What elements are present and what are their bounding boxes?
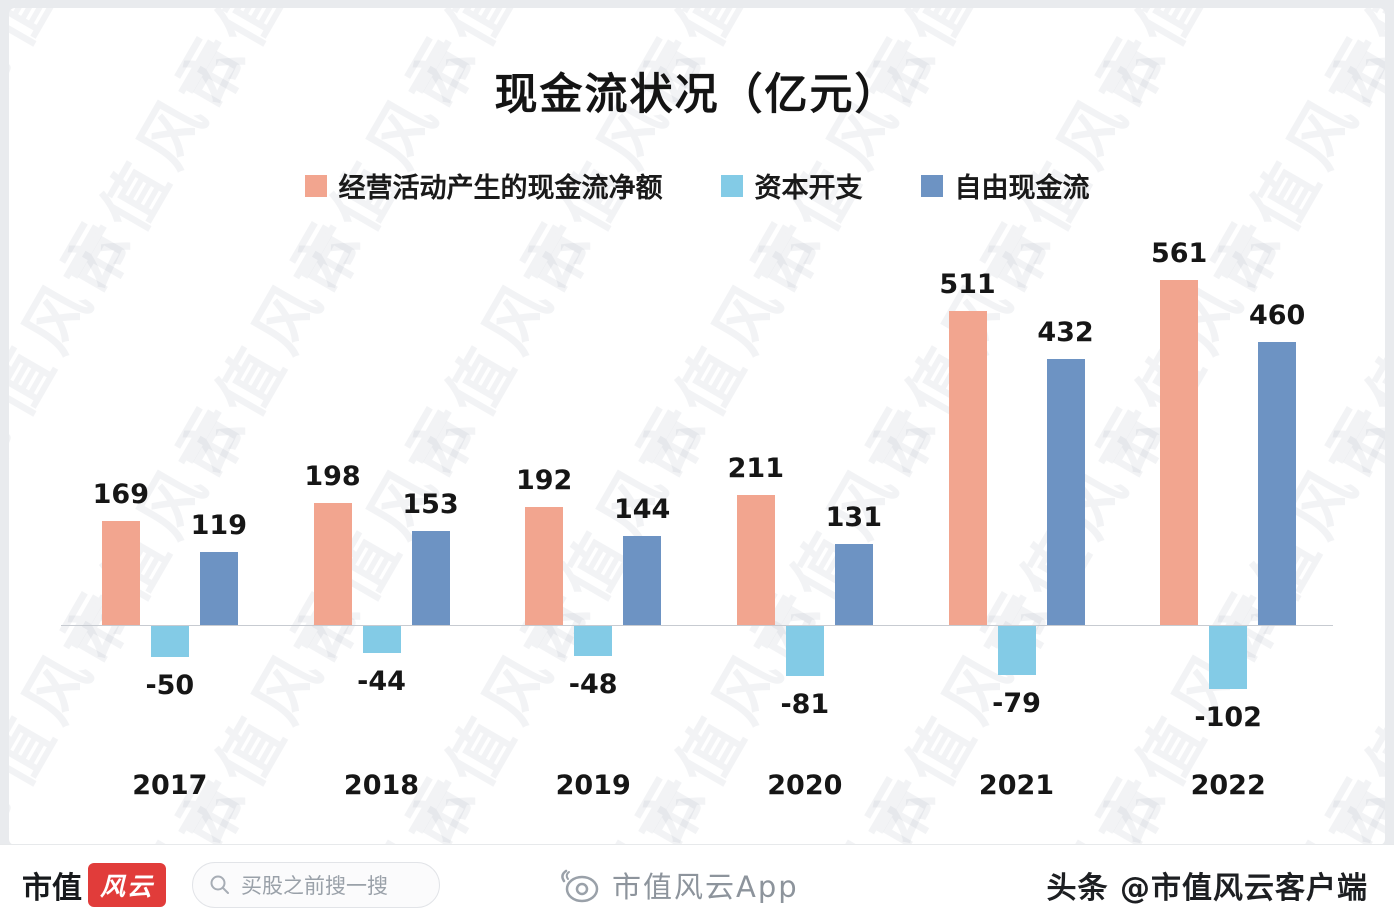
- chart-legend: 经营活动产生的现金流净额 资本开支 自由现金流: [9, 166, 1385, 205]
- plot-area: 现金流状况（亿元） 经营活动产生的现金流净额 资本开支 自由现金流 169 -50 11…: [9, 8, 1385, 845]
- footer-bar: 市值 风云 买股之前搜一搜 市值风云App 头条 @市值风云客户端: [0, 844, 1394, 924]
- search-icon: [209, 874, 231, 896]
- bar-value-capex-2022: -102: [1194, 701, 1262, 733]
- search-input[interactable]: 买股之前搜一搜: [192, 861, 441, 908]
- bar-value-free-cashflow-2020: 131: [825, 502, 883, 534]
- chart-title: 现金流状况（亿元）: [494, 70, 900, 120]
- x-axis-line: [61, 625, 1333, 626]
- app-badge: 市值风云App: [558, 864, 799, 906]
- bar-free-cashflow-2019: [623, 536, 662, 625]
- bar-value-operating-cashflow-2022: 561: [1150, 237, 1208, 269]
- legend-item-2: 自由现金流: [920, 166, 1090, 205]
- x-axis-label-2020: 2020: [767, 770, 843, 801]
- bar-operating-cashflow-2018: [313, 503, 352, 625]
- x-axis-label-2018: 2018: [343, 770, 420, 801]
- bar-operating-cashflow-2017: [101, 521, 140, 625]
- brand-logo: 市值 风云: [22, 862, 167, 907]
- chart-card: 市值风云 市值风云 市值风云 市值风云 市值风云 市值风云 市值风云 市值风云 市值风云 市值风云…: [9, 8, 1385, 845]
- bar-value-free-cashflow-2021: 432: [1037, 317, 1094, 349]
- bar-value-operating-cashflow-2021: 511: [939, 268, 996, 300]
- bar-free-cashflow-2021: [1046, 359, 1085, 625]
- bar-free-cashflow-2020: [834, 544, 873, 625]
- bar-value-operating-cashflow-2018: 198: [304, 461, 361, 493]
- legend-swatch: [720, 174, 743, 197]
- bar-value-free-cashflow-2022: 460: [1248, 300, 1306, 332]
- bar-value-operating-cashflow-2017: 169: [92, 479, 150, 511]
- attribution-text: 头条 @市值风云客户端: [1046, 870, 1368, 906]
- legend-item-1: 资本开支: [720, 166, 863, 205]
- bar-value-free-cashflow-2019: 144: [613, 494, 671, 526]
- legend-label: 资本开支: [754, 173, 863, 204]
- bar-capex-2019: [574, 626, 613, 656]
- bar-value-free-cashflow-2018: 153: [402, 488, 459, 520]
- bar-value-operating-cashflow-2019: 192: [515, 464, 573, 496]
- x-axis-label-2017: 2017: [132, 770, 208, 801]
- weibo-icon: [558, 865, 602, 905]
- x-axis-label-2019: 2019: [555, 770, 631, 801]
- bar-capex-2022: [1209, 626, 1248, 689]
- bar-free-cashflow-2017: [199, 551, 238, 625]
- bar-value-capex-2020: -81: [780, 688, 830, 720]
- search-placeholder: 买股之前搜一搜: [241, 873, 389, 898]
- bar-capex-2021: [997, 626, 1036, 675]
- legend-swatch: [304, 174, 327, 197]
- app-label: 市值风云App: [612, 869, 799, 904]
- brand-logo-badge: 风云: [88, 862, 167, 907]
- bar-value-capex-2021: -79: [992, 687, 1041, 719]
- bar-operating-cashflow-2020: [736, 495, 775, 625]
- legend-swatch: [920, 174, 943, 197]
- bar-capex-2018: [362, 626, 401, 654]
- bar-value-capex-2019: -48: [568, 668, 618, 700]
- brand-logo-text: 市值: [22, 870, 82, 906]
- bar-free-cashflow-2018: [411, 530, 450, 625]
- bar-operating-cashflow-2021: [948, 310, 987, 625]
- bar-operating-cashflow-2022: [1160, 279, 1199, 625]
- bar-capex-2020: [785, 626, 824, 676]
- x-axis-label-2022: 2022: [1190, 770, 1266, 801]
- bar-value-free-cashflow-2017: 119: [190, 509, 248, 541]
- bar-free-cashflow-2022: [1258, 342, 1297, 625]
- bar-value-capex-2018: -44: [357, 666, 406, 698]
- bar-operating-cashflow-2019: [525, 506, 564, 625]
- bar-value-operating-cashflow-2020: 211: [727, 453, 785, 485]
- legend-label: 自由现金流: [954, 173, 1090, 204]
- bar-capex-2017: [150, 626, 189, 657]
- legend-item-0: 经营活动产生的现金流净额: [304, 166, 663, 205]
- bar-value-capex-2017: -50: [145, 669, 195, 701]
- x-axis-label-2021: 2021: [978, 770, 1055, 801]
- legend-label: 经营活动产生的现金流净额: [338, 173, 663, 204]
